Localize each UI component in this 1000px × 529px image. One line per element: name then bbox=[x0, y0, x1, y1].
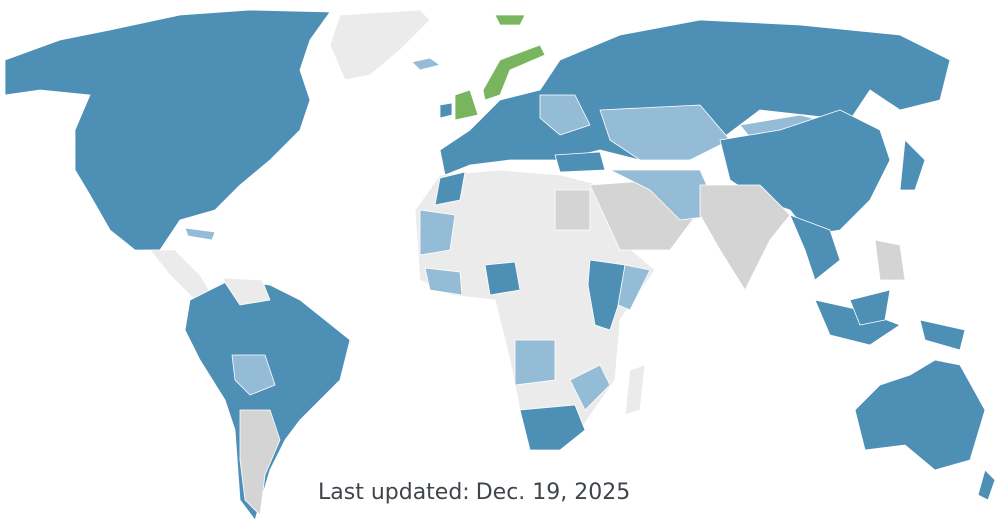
last-updated: Last updated: Dec. 19, 2025 bbox=[318, 480, 636, 505]
region-eastern-europe[interactable] bbox=[539, 94, 591, 136]
region-svalbard[interactable] bbox=[494, 14, 526, 26]
region-south-america[interactable] bbox=[184, 279, 351, 521]
region-caribbean[interactable] bbox=[184, 227, 216, 241]
region-australia[interactable] bbox=[854, 359, 986, 471]
region-new-guinea[interactable] bbox=[919, 319, 966, 351]
region-iran-pakistan[interactable] bbox=[609, 169, 721, 221]
region-indonesia[interactable] bbox=[814, 299, 901, 346]
region-morocco[interactable] bbox=[434, 171, 466, 206]
last-updated-date: Dec. 19, 2025 bbox=[475, 480, 631, 505]
region-bolivia-paraguay[interactable] bbox=[231, 354, 276, 396]
region-iceland[interactable] bbox=[411, 57, 441, 71]
region-argentina-chile-south[interactable] bbox=[239, 409, 281, 516]
last-updated-label: Last updated: bbox=[318, 480, 470, 505]
region-egypt[interactable] bbox=[554, 189, 591, 231]
region-united-kingdom[interactable] bbox=[454, 89, 479, 121]
region-mozambique[interactable] bbox=[569, 364, 611, 411]
region-mauritania[interactable] bbox=[419, 209, 456, 256]
region-japan[interactable] bbox=[899, 139, 926, 191]
region-south-africa[interactable] bbox=[519, 404, 586, 451]
region-west-africa[interactable] bbox=[424, 267, 463, 296]
region-philippines[interactable] bbox=[874, 239, 906, 281]
region-north-america[interactable] bbox=[4, 9, 331, 251]
region-madagascar[interactable] bbox=[624, 364, 646, 416]
region-somalia[interactable] bbox=[617, 264, 651, 311]
region-europe-russia[interactable] bbox=[439, 19, 951, 176]
region-greenland[interactable] bbox=[329, 9, 431, 81]
region-southeast-asia[interactable] bbox=[789, 214, 841, 281]
region-nigeria[interactable] bbox=[484, 261, 521, 296]
region-borneo[interactable] bbox=[849, 289, 891, 326]
region-kazakhstan-central-asia[interactable] bbox=[599, 104, 731, 161]
region-norway[interactable] bbox=[482, 44, 546, 101]
region-new-zealand[interactable] bbox=[977, 469, 996, 501]
region-angola[interactable] bbox=[514, 339, 556, 386]
region-ireland[interactable] bbox=[439, 102, 453, 119]
region-turkey[interactable] bbox=[554, 151, 606, 173]
region-venezuela-guyana[interactable] bbox=[221, 277, 271, 306]
region-india[interactable] bbox=[699, 184, 791, 291]
